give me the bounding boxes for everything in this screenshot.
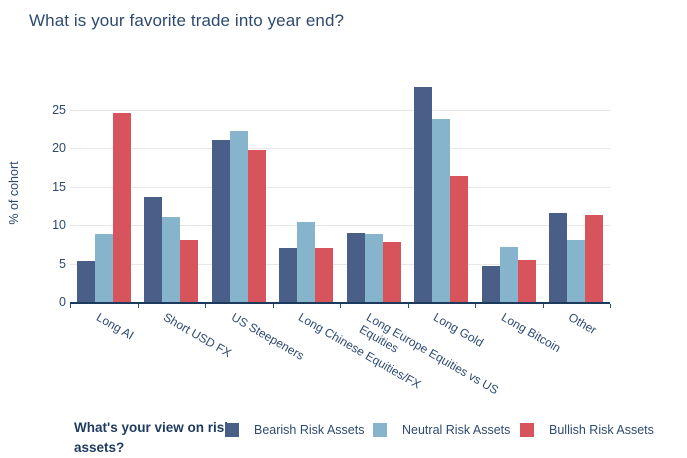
- x-axis-line: [70, 302, 610, 304]
- x-category-label: Short USD FX: [161, 310, 235, 361]
- bar-bearish[interactable]: [346, 232, 365, 302]
- x-axis-tick: [70, 304, 71, 308]
- gridline: [70, 263, 610, 265]
- x-category-label: US Steepeners: [228, 310, 307, 363]
- y-tick-label: 15: [52, 179, 66, 194]
- legend-item-bullish[interactable]: Bullish Risk Assets: [520, 423, 654, 437]
- x-category-label: Long AI: [93, 310, 137, 343]
- x-category-label: Other: [566, 310, 600, 338]
- bar-neutral[interactable]: [229, 131, 248, 302]
- legend-swatch-bullish: [520, 423, 534, 437]
- legend-label: Bearish Risk Assets: [254, 423, 365, 437]
- y-tick-label: 10: [52, 218, 66, 233]
- bar-neutral[interactable]: [499, 247, 518, 302]
- x-category-label: Long Bitcoin: [498, 310, 563, 356]
- bar-bearish[interactable]: [549, 212, 568, 302]
- gridline: [70, 225, 610, 227]
- y-tick-label: 20: [52, 141, 66, 156]
- bar-bearish[interactable]: [414, 87, 433, 302]
- legend-label: Neutral Risk Assets: [402, 423, 511, 437]
- bar-group: [543, 212, 611, 302]
- bar-group: [475, 247, 543, 302]
- bar-group: [340, 232, 408, 302]
- x-axis-tick: [407, 304, 409, 308]
- bar-neutral[interactable]: [94, 234, 113, 302]
- bar-bullish[interactable]: [585, 215, 604, 302]
- x-axis-tick: [272, 304, 274, 308]
- x-axis-tick: [542, 304, 544, 308]
- legend-swatch-neutral: [373, 423, 387, 437]
- legend-item-bearish[interactable]: Bearish Risk Assets: [225, 423, 364, 437]
- y-tick-label: 5: [59, 256, 66, 271]
- gridline: [70, 109, 610, 111]
- bar-neutral[interactable]: [567, 240, 586, 302]
- x-axis-tick: [340, 304, 341, 308]
- bar-bearish[interactable]: [76, 261, 95, 302]
- bar-group: [273, 221, 341, 302]
- bar-bullish[interactable]: [382, 241, 401, 302]
- chart-title: What is your favorite trade into year en…: [29, 11, 345, 30]
- bar-bearish[interactable]: [481, 265, 500, 302]
- legend-label: Bullish Risk Assets: [549, 423, 654, 437]
- bar-neutral[interactable]: [162, 216, 181, 302]
- x-category-label: Long Gold: [431, 310, 487, 350]
- bar-bullish[interactable]: [517, 260, 536, 302]
- x-axis-tick: [475, 304, 476, 308]
- x-axis-tick: [137, 304, 139, 308]
- bar-group: [70, 113, 138, 302]
- x-axis-tick: [205, 304, 206, 308]
- legend-item-neutral[interactable]: Neutral Risk Assets: [373, 423, 510, 437]
- bar-bullish[interactable]: [450, 175, 469, 302]
- plot-area: 0 5 10 15 20 25: [52, 85, 611, 308]
- bar-bearish[interactable]: [279, 248, 298, 302]
- bar-neutral[interactable]: [364, 234, 383, 302]
- bar-bullish[interactable]: [247, 150, 266, 302]
- y-axis-label: % of cohort: [7, 161, 21, 225]
- y-tick-label: 0: [59, 295, 66, 309]
- bar-group: [138, 197, 206, 302]
- legend-swatch-bearish: [225, 423, 239, 437]
- bar-group: [408, 87, 476, 302]
- bar-bearish[interactable]: [144, 197, 163, 302]
- gridline: [70, 186, 610, 188]
- bar-group: [205, 131, 273, 302]
- bar-bearish[interactable]: [211, 139, 230, 302]
- bar-bullish[interactable]: [112, 113, 131, 302]
- y-tick-label: 25: [52, 102, 66, 117]
- bar-neutral[interactable]: [297, 221, 316, 302]
- gridline: [70, 148, 610, 150]
- bar-bullish[interactable]: [180, 239, 199, 302]
- bar-bullish[interactable]: [315, 248, 334, 302]
- bar-neutral[interactable]: [432, 118, 451, 302]
- legend-title: What's your view on risky assets?: [74, 420, 240, 455]
- x-axis-tick: [610, 304, 611, 308]
